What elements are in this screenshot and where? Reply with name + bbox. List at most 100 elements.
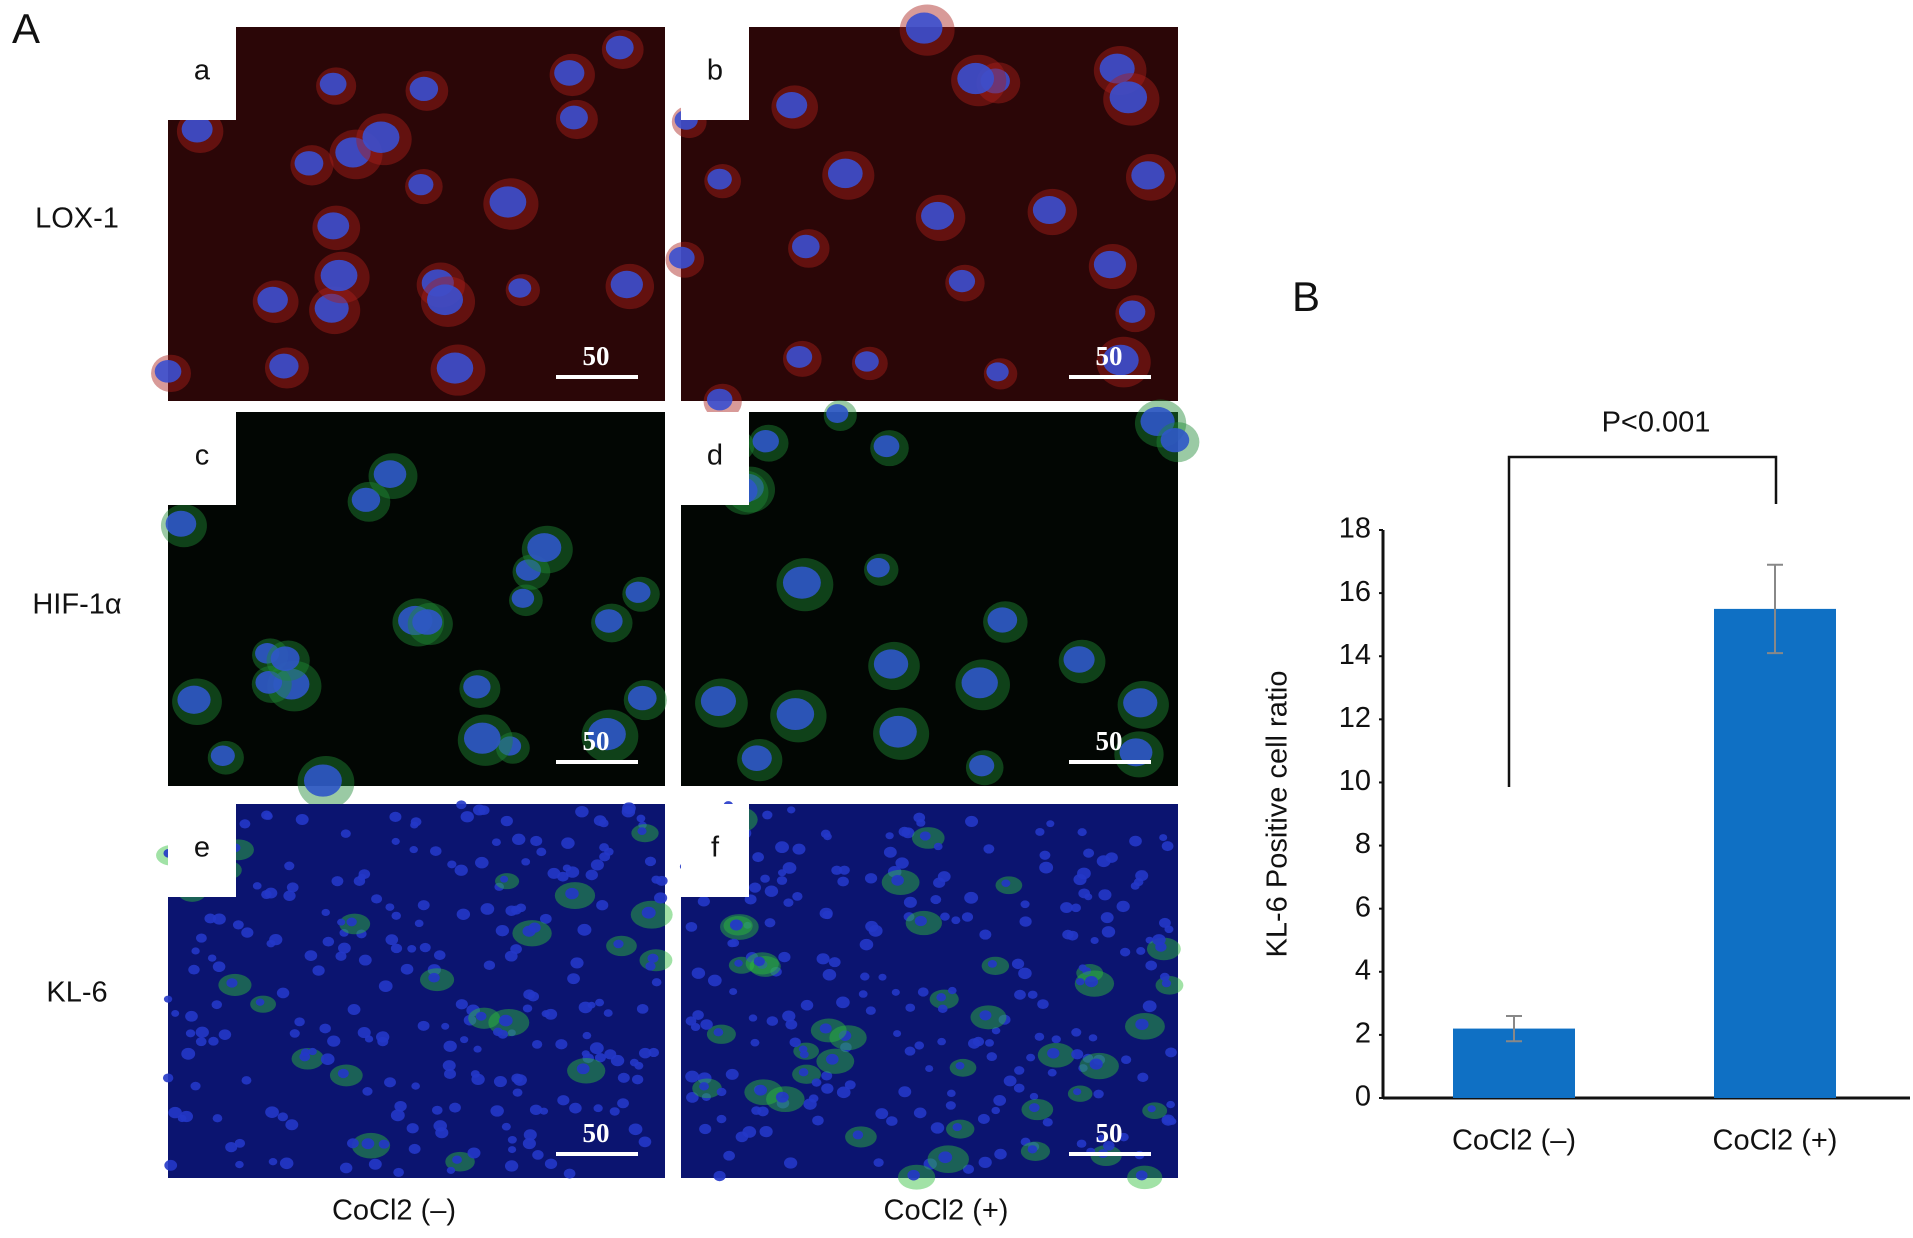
nucleus xyxy=(764,918,776,928)
nucleus xyxy=(426,284,464,316)
nucleus xyxy=(605,35,634,60)
nucleus xyxy=(762,810,773,820)
nucleus xyxy=(593,1104,603,1113)
nucleus xyxy=(335,951,347,961)
nucleus xyxy=(269,353,299,379)
nucleus xyxy=(707,168,732,190)
nucleus xyxy=(322,936,335,947)
nucleus xyxy=(436,352,474,384)
nucleus xyxy=(914,915,927,927)
nucleus xyxy=(353,876,366,886)
nucleus xyxy=(1121,1055,1132,1065)
nucleus xyxy=(914,1041,925,1050)
nucleus xyxy=(613,939,624,949)
nucleus xyxy=(539,913,552,924)
nucleus xyxy=(836,996,850,1009)
nucleus xyxy=(707,974,722,987)
nucleus xyxy=(239,819,251,829)
nucleus xyxy=(154,360,182,383)
nucleus xyxy=(531,1040,543,1049)
annotation: P<0.001 xyxy=(1602,407,1711,439)
nucleus xyxy=(905,12,943,44)
nucleus xyxy=(1165,1047,1177,1058)
nucleus xyxy=(898,1086,912,1098)
nucleus xyxy=(891,988,900,996)
nucleus xyxy=(598,819,609,828)
nucleus xyxy=(651,875,661,884)
nucleus xyxy=(284,861,295,871)
nucleus xyxy=(936,993,947,1002)
nucleus xyxy=(699,1082,709,1091)
nucleus xyxy=(331,876,344,887)
nucleus xyxy=(521,858,531,866)
nucleus xyxy=(430,846,442,856)
nucleus xyxy=(891,874,904,886)
nucleus xyxy=(764,885,779,897)
panel-letter: e xyxy=(194,832,210,864)
nucleus xyxy=(1029,1092,1039,1101)
nucleus xyxy=(455,999,468,1010)
nucleus xyxy=(447,860,457,869)
nucleus xyxy=(190,1081,201,1091)
nucleus xyxy=(903,912,915,922)
nucleus xyxy=(544,1008,558,1020)
nucleus xyxy=(1100,912,1114,924)
nucleus xyxy=(1013,1083,1025,1093)
nucleus xyxy=(1131,161,1165,190)
nucleus xyxy=(819,1023,832,1034)
error-bar xyxy=(1506,1014,1522,1043)
nucleus xyxy=(371,894,383,904)
nucleus xyxy=(390,943,403,954)
nucleus xyxy=(522,1004,533,1013)
nucleus xyxy=(937,1037,946,1046)
nucleus xyxy=(1034,1032,1045,1041)
nucleus xyxy=(893,1030,902,1037)
nucleus xyxy=(433,950,446,961)
nucleus xyxy=(837,876,849,887)
nucleus xyxy=(263,812,273,820)
nucleus xyxy=(417,1020,430,1031)
nucleus xyxy=(385,934,399,946)
nucleus xyxy=(339,928,349,937)
nucleus xyxy=(770,966,782,977)
nucleus xyxy=(368,1158,382,1170)
nucleus xyxy=(854,351,879,372)
nucleus xyxy=(1101,926,1116,938)
nucleus xyxy=(991,1027,1001,1035)
nucleus xyxy=(1076,1139,1087,1148)
nucleus xyxy=(523,989,536,1000)
nucleus xyxy=(456,908,471,920)
nucleus xyxy=(162,1073,174,1083)
nucleus xyxy=(491,838,501,847)
nucleus xyxy=(356,929,367,939)
nucleus xyxy=(752,852,764,863)
nucleus xyxy=(947,986,957,995)
nucleus xyxy=(1123,688,1158,718)
nucleus xyxy=(816,953,830,965)
nucleus xyxy=(510,944,522,955)
nucleus xyxy=(391,837,400,845)
nucleus xyxy=(1084,976,1098,988)
nucleus xyxy=(179,1110,194,1123)
nucleus xyxy=(827,158,863,189)
nucleus xyxy=(1160,427,1190,453)
nucleus xyxy=(1027,1145,1038,1154)
nucleus xyxy=(357,1027,371,1039)
nucleus xyxy=(1047,1048,1060,1059)
nucleus xyxy=(1093,1089,1104,1099)
nucleus xyxy=(594,1052,606,1063)
nucleus xyxy=(431,1105,443,1115)
nucleus xyxy=(308,1047,317,1056)
nucleus xyxy=(265,1106,279,1118)
nucleus xyxy=(261,889,272,900)
nucleus xyxy=(951,916,961,925)
letter-box xyxy=(681,804,749,897)
nucleus xyxy=(498,1014,513,1027)
nucleus xyxy=(467,1147,481,1159)
nucleus xyxy=(1105,852,1118,863)
nucleus xyxy=(273,668,310,700)
bar xyxy=(1714,608,1836,1098)
nucleus xyxy=(777,869,787,877)
nucleus xyxy=(427,964,441,976)
nucleus xyxy=(803,1098,817,1110)
